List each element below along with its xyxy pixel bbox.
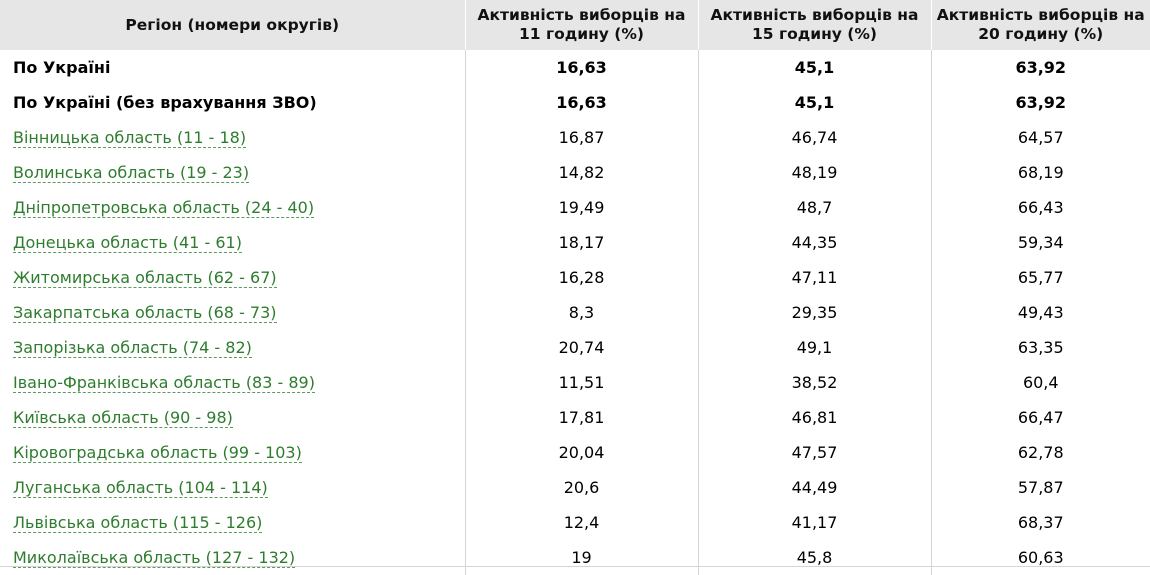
region-cell: Івано-Франківська область (83 - 89) — [0, 365, 465, 400]
region-link[interactable]: Кіровоградська область (99 - 103) — [13, 443, 302, 463]
turnout-15-cell: 45,1 — [697, 85, 931, 120]
turnout-11-cell: 14,82 — [464, 155, 698, 190]
region-link[interactable]: Донецька область (41 - 61) — [13, 233, 242, 253]
turnout-20-cell: 68,37 — [930, 505, 1150, 540]
region-cell: Запорізька область (74 - 82) — [0, 330, 465, 365]
turnout-20-cell: 49,43 — [930, 295, 1150, 330]
table-row: Луганська область (104 - 114) 20,6 44,49 57… — [0, 470, 1150, 505]
region-link[interactable]: Запорізька область (74 - 82) — [13, 338, 252, 358]
turnout-15-cell: 46,74 — [697, 120, 931, 155]
turnout-11-cell: 18,17 — [464, 225, 698, 260]
turnout-15-cell: 45,1 — [697, 50, 931, 85]
table-header: Регіон (номери округів) Активність вибор… — [0, 0, 1150, 50]
region-link[interactable]: Вінницька область (11 - 18) — [13, 128, 247, 148]
table-row: Кіровоградська область (99 - 103) 20,04 47… — [0, 435, 1150, 470]
table-bottom-divider — [0, 566, 1150, 567]
turnout-15-cell: 41,17 — [697, 505, 931, 540]
region-cell: Дніпропетровська область (24 - 40) — [0, 190, 465, 225]
table-row: Закарпатська область (68 - 73) 8,3 29,35 49… — [0, 295, 1150, 330]
table-row: Миколаївська область (127 - 132) 19 45,8 60… — [0, 540, 1150, 575]
region-link[interactable]: Івано-Франківська область (83 - 89) — [13, 373, 315, 393]
turnout-11-cell: 11,51 — [464, 365, 698, 400]
turnout-20-cell: 68,19 — [930, 155, 1150, 190]
table-row: Запорізька область (74 - 82) 20,74 49,1 63,… — [0, 330, 1150, 365]
turnout-20-cell: 62,78 — [930, 435, 1150, 470]
region-link[interactable]: Волинська область (19 - 23) — [13, 163, 250, 183]
header-region: Регіон (номери округів) — [0, 0, 465, 50]
turnout-15-cell: 48,19 — [697, 155, 931, 190]
turnout-11-cell: 8,3 — [464, 295, 698, 330]
region-link[interactable]: Львівська область (115 - 126) — [13, 513, 263, 533]
turnout-15-cell: 29,35 — [697, 295, 931, 330]
turnout-20-cell: 60,63 — [930, 540, 1150, 575]
turnout-11-cell: 16,63 — [464, 85, 698, 120]
turnout-15-cell: 47,11 — [697, 260, 931, 295]
header-turnout-15: Активність виборців на 15 годину (%) — [697, 0, 931, 50]
turnout-20-cell: 65,77 — [930, 260, 1150, 295]
turnout-11-cell: 17,81 — [464, 400, 698, 435]
region-cell: Київська область (90 - 98) — [0, 400, 465, 435]
region-cell: Волинська область (19 - 23) — [0, 155, 465, 190]
region-link[interactable]: Закарпатська область (68 - 73) — [13, 303, 277, 323]
turnout-15-cell: 47,57 — [697, 435, 931, 470]
turnout-15-cell: 45,8 — [697, 540, 931, 575]
turnout-15-cell: 49,1 — [697, 330, 931, 365]
turnout-15-cell: 48,7 — [697, 190, 931, 225]
table-row: Вінницька область (11 - 18) 16,87 46,74 64,… — [0, 120, 1150, 155]
region-cell: Луганська область (104 - 114) — [0, 470, 465, 505]
region-cell: Житомирська область (62 - 67) — [0, 260, 465, 295]
region-link[interactable]: Житомирська область (62 - 67) — [13, 268, 277, 288]
region-cell: Кіровоградська область (99 - 103) — [0, 435, 465, 470]
table-row: Донецька область (41 - 61) 18,17 44,35 59,3… — [0, 225, 1150, 260]
turnout-15-cell: 38,52 — [697, 365, 931, 400]
turnout-15-cell: 46,81 — [697, 400, 931, 435]
table-row: Волинська область (19 - 23) 14,82 48,19 68,… — [0, 155, 1150, 190]
turnout-11-cell: 20,04 — [464, 435, 698, 470]
table-row: Житомирська область (62 - 67) 16,28 47,11 6… — [0, 260, 1150, 295]
turnout-11-cell: 19,49 — [464, 190, 698, 225]
turnout-11-cell: 12,4 — [464, 505, 698, 540]
region-cell: Закарпатська область (68 - 73) — [0, 295, 465, 330]
table-row: Івано-Франківська область (83 - 89) 11,51… — [0, 365, 1150, 400]
region-cell: По Україні — [13, 58, 111, 77]
header-turnout-11: Активність виборців на 11 годину (%) — [464, 0, 698, 50]
table-body: По Україні 16,63 45,1 63,92 По Україні (без … — [0, 50, 1150, 575]
turnout-20-cell: 63,92 — [930, 85, 1150, 120]
turnout-20-cell: 66,43 — [930, 190, 1150, 225]
table-row: Львівська область (115 - 126) 12,4 41,17 68… — [0, 505, 1150, 540]
table-row-total: По Україні 16,63 45,1 63,92 — [0, 50, 1150, 85]
table-row: Київська область (90 - 98) 17,81 46,81 66,4… — [0, 400, 1150, 435]
turnout-11-cell: 20,74 — [464, 330, 698, 365]
header-turnout-20: Активність виборців на 20 годину (%) — [930, 0, 1150, 50]
region-link[interactable]: Луганська область (104 - 114) — [13, 478, 268, 498]
table-row: Дніпропетровська область (24 - 40) 19,49 4… — [0, 190, 1150, 225]
turnout-20-cell: 66,47 — [930, 400, 1150, 435]
turnout-11-cell: 16,63 — [464, 50, 698, 85]
region-cell: Донецька область (41 - 61) — [0, 225, 465, 260]
header-row: Регіон (номери округів) Активність вибор… — [0, 0, 1150, 50]
turnout-11-cell: 16,28 — [464, 260, 698, 295]
turnout-20-cell: 64,57 — [930, 120, 1150, 155]
turnout-11-cell: 16,87 — [464, 120, 698, 155]
turnout-11-cell: 19 — [464, 540, 698, 575]
turnout-15-cell: 44,35 — [697, 225, 931, 260]
region-link[interactable]: Миколаївська область (127 - 132) — [13, 548, 296, 568]
turnout-20-cell: 59,34 — [930, 225, 1150, 260]
turnout-20-cell: 63,35 — [930, 330, 1150, 365]
region-cell: Львівська область (115 - 126) — [0, 505, 465, 540]
turnout-20-cell: 63,92 — [930, 50, 1150, 85]
turnout-20-cell: 57,87 — [930, 470, 1150, 505]
region-cell: Вінницька область (11 - 18) — [0, 120, 465, 155]
region-link[interactable]: Дніпропетровська область (24 - 40) — [13, 198, 315, 218]
turnout-20-cell: 60,4 — [930, 365, 1150, 400]
region-cell: По Україні (без врахування ЗВО) — [13, 93, 317, 112]
region-cell: Миколаївська область (127 - 132) — [0, 540, 465, 575]
turnout-11-cell: 20,6 — [464, 470, 698, 505]
turnout-15-cell: 44,49 — [697, 470, 931, 505]
region-link[interactable]: Київська область (90 - 98) — [13, 408, 233, 428]
table-row-total: По Україні (без врахування ЗВО) 16,63 45,1… — [0, 85, 1150, 120]
